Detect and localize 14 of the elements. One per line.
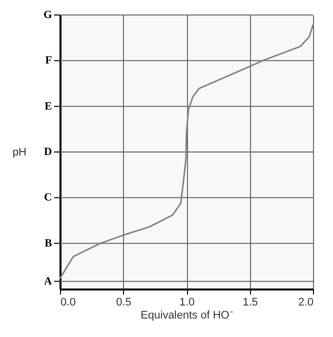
ref-line-label: D xyxy=(44,146,52,158)
y-axis-title: pH xyxy=(12,146,27,158)
ref-line-label: C xyxy=(44,192,52,204)
x-axis-title: Equivalents of HO⁻ xyxy=(140,310,234,322)
x-tick-label: 0.0 xyxy=(60,296,76,308)
ref-line-label: B xyxy=(44,237,53,250)
ref-line-label: E xyxy=(44,100,52,112)
ref-line-label: A xyxy=(44,275,52,288)
ref-line-label: G xyxy=(43,9,52,21)
x-tick-label: 1.5 xyxy=(242,296,258,308)
ref-line-label: F xyxy=(45,54,52,67)
x-tick-label: 0.5 xyxy=(116,296,132,308)
x-tick-label: 2.0 xyxy=(298,296,314,308)
x-tick-label: 1.0 xyxy=(179,296,195,308)
